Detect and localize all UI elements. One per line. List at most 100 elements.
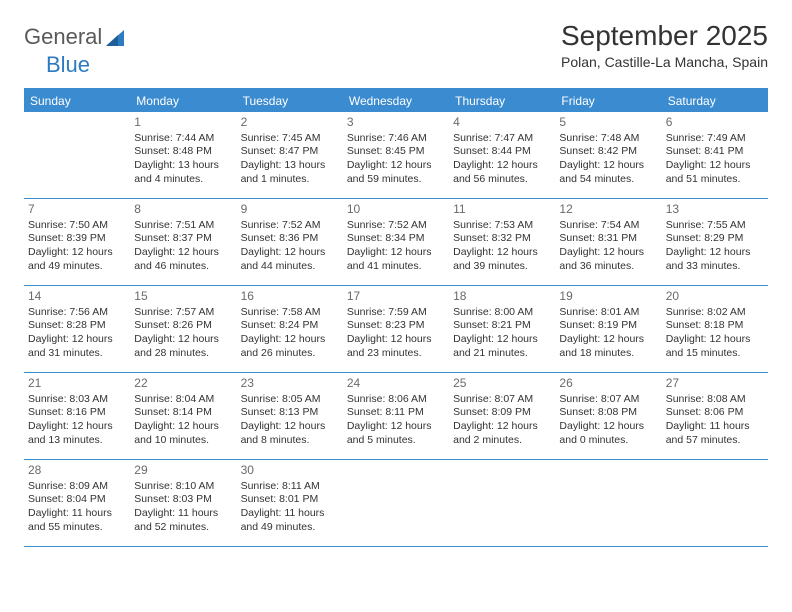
day-number: 2: [241, 115, 339, 131]
day-cell: 23Sunrise: 8:05 AMSunset: 8:13 PMDayligh…: [237, 373, 343, 459]
day-cell: 7Sunrise: 7:50 AMSunset: 8:39 PMDaylight…: [24, 199, 130, 285]
day-cell: 21Sunrise: 8:03 AMSunset: 8:16 PMDayligh…: [24, 373, 130, 459]
sunset-text: Sunset: 8:06 PM: [666, 406, 764, 420]
day-cell: 11Sunrise: 7:53 AMSunset: 8:32 PMDayligh…: [449, 199, 555, 285]
sunrise-text: Sunrise: 7:54 AM: [559, 219, 657, 233]
day-number: 20: [666, 289, 764, 305]
daylight-text: Daylight: 12 hours and 18 minutes.: [559, 333, 657, 360]
daylight-text: Daylight: 12 hours and 13 minutes.: [28, 420, 126, 447]
day-cell: 6Sunrise: 7:49 AMSunset: 8:41 PMDaylight…: [662, 112, 768, 198]
daylight-text: Daylight: 12 hours and 0 minutes.: [559, 420, 657, 447]
daylight-text: Daylight: 12 hours and 15 minutes.: [666, 333, 764, 360]
sunset-text: Sunset: 8:19 PM: [559, 319, 657, 333]
sunrise-text: Sunrise: 7:49 AM: [666, 132, 764, 146]
day-cell: 9Sunrise: 7:52 AMSunset: 8:36 PMDaylight…: [237, 199, 343, 285]
day-number: 9: [241, 202, 339, 218]
day-cell: 16Sunrise: 7:58 AMSunset: 8:24 PMDayligh…: [237, 286, 343, 372]
sunrise-text: Sunrise: 7:45 AM: [241, 132, 339, 146]
day-number: 6: [666, 115, 764, 131]
sunset-text: Sunset: 8:29 PM: [666, 232, 764, 246]
day-cell: 8Sunrise: 7:51 AMSunset: 8:37 PMDaylight…: [130, 199, 236, 285]
sunrise-text: Sunrise: 8:03 AM: [28, 393, 126, 407]
day-cell: 29Sunrise: 8:10 AMSunset: 8:03 PMDayligh…: [130, 460, 236, 546]
sunset-text: Sunset: 8:34 PM: [347, 232, 445, 246]
sunrise-text: Sunrise: 8:06 AM: [347, 393, 445, 407]
sunrise-text: Sunrise: 7:53 AM: [453, 219, 551, 233]
day-cell: [662, 460, 768, 546]
day-cell: 26Sunrise: 8:07 AMSunset: 8:08 PMDayligh…: [555, 373, 661, 459]
daylight-text: Daylight: 12 hours and 5 minutes.: [347, 420, 445, 447]
daylight-text: Daylight: 12 hours and 31 minutes.: [28, 333, 126, 360]
sunrise-text: Sunrise: 7:51 AM: [134, 219, 232, 233]
daylight-text: Daylight: 12 hours and 2 minutes.: [453, 420, 551, 447]
sunrise-text: Sunrise: 7:52 AM: [241, 219, 339, 233]
sunrise-text: Sunrise: 8:04 AM: [134, 393, 232, 407]
day-number: 21: [28, 376, 126, 392]
sunrise-text: Sunrise: 7:50 AM: [28, 219, 126, 233]
day-number: 30: [241, 463, 339, 479]
day-cell: 22Sunrise: 8:04 AMSunset: 8:14 PMDayligh…: [130, 373, 236, 459]
day-cell: 28Sunrise: 8:09 AMSunset: 8:04 PMDayligh…: [24, 460, 130, 546]
day-cell: 4Sunrise: 7:47 AMSunset: 8:44 PMDaylight…: [449, 112, 555, 198]
day-number: 13: [666, 202, 764, 218]
day-cell: 10Sunrise: 7:52 AMSunset: 8:34 PMDayligh…: [343, 199, 449, 285]
week-row: 7Sunrise: 7:50 AMSunset: 8:39 PMDaylight…: [24, 199, 768, 286]
location: Polan, Castille-La Mancha, Spain: [561, 54, 768, 70]
calendar-page: General September 2025 Polan, Castille-L…: [0, 0, 792, 567]
sunset-text: Sunset: 8:23 PM: [347, 319, 445, 333]
daylight-text: Daylight: 12 hours and 56 minutes.: [453, 159, 551, 186]
sunrise-text: Sunrise: 8:11 AM: [241, 480, 339, 494]
sunset-text: Sunset: 8:18 PM: [666, 319, 764, 333]
week-row: 21Sunrise: 8:03 AMSunset: 8:16 PMDayligh…: [24, 373, 768, 460]
sunset-text: Sunset: 8:26 PM: [134, 319, 232, 333]
day-number: 26: [559, 376, 657, 392]
daylight-text: Daylight: 13 hours and 1 minutes.: [241, 159, 339, 186]
sunrise-text: Sunrise: 7:46 AM: [347, 132, 445, 146]
weekday-header: Sunday: [24, 90, 130, 112]
day-cell: 17Sunrise: 7:59 AMSunset: 8:23 PMDayligh…: [343, 286, 449, 372]
day-cell: 1Sunrise: 7:44 AMSunset: 8:48 PMDaylight…: [130, 112, 236, 198]
daylight-text: Daylight: 12 hours and 59 minutes.: [347, 159, 445, 186]
sunrise-text: Sunrise: 8:09 AM: [28, 480, 126, 494]
daylight-text: Daylight: 12 hours and 36 minutes.: [559, 246, 657, 273]
day-number: 29: [134, 463, 232, 479]
sunrise-text: Sunrise: 8:08 AM: [666, 393, 764, 407]
day-number: 14: [28, 289, 126, 305]
sunrise-text: Sunrise: 7:47 AM: [453, 132, 551, 146]
weekday-header: Monday: [130, 90, 236, 112]
sunrise-text: Sunrise: 8:07 AM: [559, 393, 657, 407]
day-number: 3: [347, 115, 445, 131]
day-cell: [449, 460, 555, 546]
calendar-grid: Sunday Monday Tuesday Wednesday Thursday…: [24, 88, 768, 547]
daylight-text: Daylight: 12 hours and 49 minutes.: [28, 246, 126, 273]
sunrise-text: Sunrise: 8:01 AM: [559, 306, 657, 320]
day-cell: 5Sunrise: 7:48 AMSunset: 8:42 PMDaylight…: [555, 112, 661, 198]
day-number: 17: [347, 289, 445, 305]
week-row: 1Sunrise: 7:44 AMSunset: 8:48 PMDaylight…: [24, 112, 768, 199]
day-number: 25: [453, 376, 551, 392]
daylight-text: Daylight: 12 hours and 21 minutes.: [453, 333, 551, 360]
sunrise-text: Sunrise: 7:52 AM: [347, 219, 445, 233]
title-block: September 2025 Polan, Castille-La Mancha…: [561, 20, 768, 70]
daylight-text: Daylight: 12 hours and 10 minutes.: [134, 420, 232, 447]
daylight-text: Daylight: 11 hours and 55 minutes.: [28, 507, 126, 534]
sunrise-text: Sunrise: 7:48 AM: [559, 132, 657, 146]
day-cell: 27Sunrise: 8:08 AMSunset: 8:06 PMDayligh…: [662, 373, 768, 459]
daylight-text: Daylight: 12 hours and 8 minutes.: [241, 420, 339, 447]
day-number: 22: [134, 376, 232, 392]
sunset-text: Sunset: 8:09 PM: [453, 406, 551, 420]
day-cell: [24, 112, 130, 198]
daylight-text: Daylight: 12 hours and 51 minutes.: [666, 159, 764, 186]
brand-general: General: [24, 24, 102, 50]
day-number: 8: [134, 202, 232, 218]
day-cell: 14Sunrise: 7:56 AMSunset: 8:28 PMDayligh…: [24, 286, 130, 372]
sunset-text: Sunset: 8:13 PM: [241, 406, 339, 420]
sunrise-text: Sunrise: 8:05 AM: [241, 393, 339, 407]
daylight-text: Daylight: 11 hours and 57 minutes.: [666, 420, 764, 447]
daylight-text: Daylight: 11 hours and 49 minutes.: [241, 507, 339, 534]
daylight-text: Daylight: 12 hours and 26 minutes.: [241, 333, 339, 360]
weekday-header: Wednesday: [343, 90, 449, 112]
day-cell: 19Sunrise: 8:01 AMSunset: 8:19 PMDayligh…: [555, 286, 661, 372]
day-cell: 12Sunrise: 7:54 AMSunset: 8:31 PMDayligh…: [555, 199, 661, 285]
sunset-text: Sunset: 8:41 PM: [666, 145, 764, 159]
